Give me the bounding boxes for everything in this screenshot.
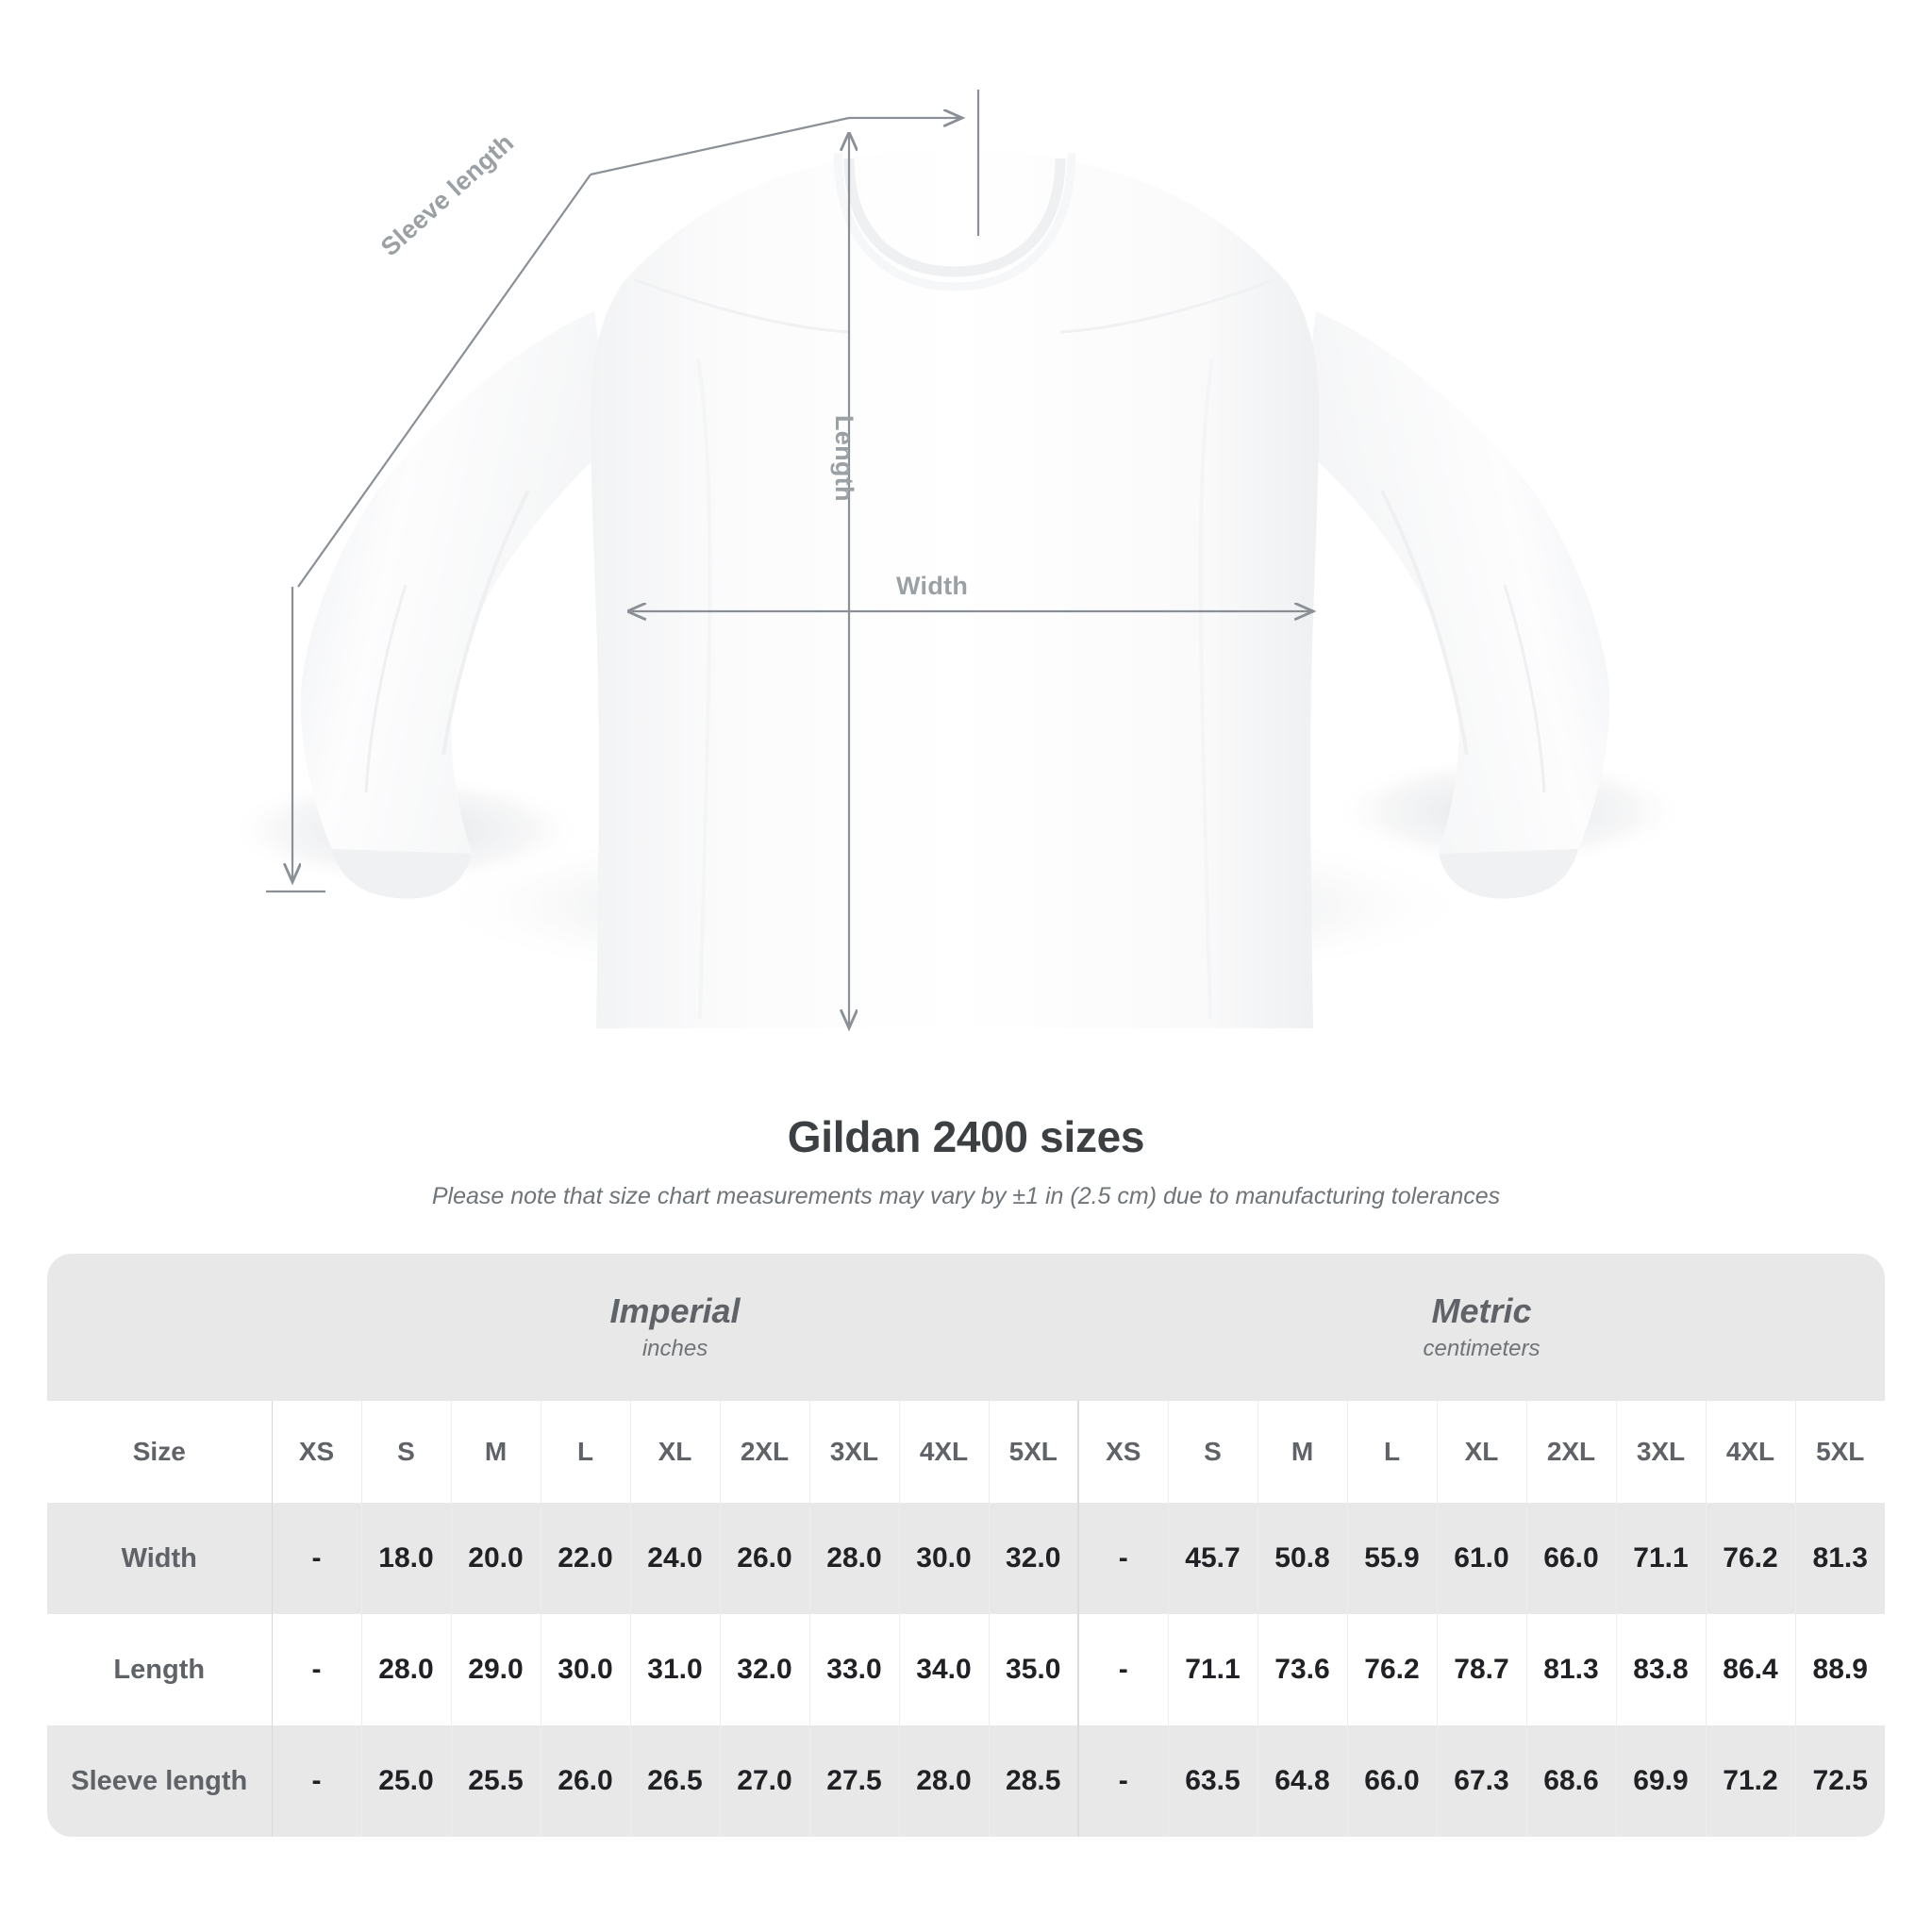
size-header-metric-2xl: 2XL bbox=[1526, 1401, 1617, 1503]
measurement-cell: 67.3 bbox=[1437, 1725, 1527, 1837]
measurement-cell: 33.0 bbox=[809, 1614, 900, 1725]
size-header-imperial-4xl: 4XL bbox=[899, 1401, 990, 1503]
measurement-cell: - bbox=[272, 1503, 362, 1614]
size-header-metric-xl: XL bbox=[1437, 1401, 1527, 1503]
measurement-cell: 68.6 bbox=[1526, 1725, 1617, 1837]
size-header-row: Size XS S M L XL 2XL 3XL 4XL 5XL XS S M L XL 2XL 3XL 4XL 5… bbox=[47, 1401, 1885, 1503]
size-column-header: Size bbox=[47, 1401, 273, 1503]
measurement-cell: 71.1 bbox=[1616, 1503, 1707, 1614]
measurement-cell: 31.0 bbox=[630, 1614, 721, 1725]
measurement-cell: 78.7 bbox=[1437, 1614, 1527, 1725]
unit-system-header-metric: Metric centimeters bbox=[1078, 1254, 1885, 1401]
measurement-cell: - bbox=[1077, 1725, 1169, 1837]
measurement-cell: 83.8 bbox=[1616, 1614, 1707, 1725]
measurement-cell: 72.5 bbox=[1795, 1725, 1885, 1837]
size-chart-table-wrapper: Imperial inches Metric centimeters Size XS S M L… bbox=[47, 1254, 1885, 1837]
measurement-cell: 71.1 bbox=[1168, 1614, 1258, 1725]
unit-system-unit: inches bbox=[641, 1336, 708, 1362]
size-header-metric-4xl: 4XL bbox=[1706, 1401, 1796, 1503]
width-dimension-label: Width bbox=[896, 572, 969, 600]
measurement-cell: 22.0 bbox=[541, 1503, 631, 1614]
size-header-imperial-l: L bbox=[541, 1401, 631, 1503]
title-block: Gildan 2400 sizes Please note that size … bbox=[0, 1104, 1932, 1210]
measurement-cell: 81.3 bbox=[1526, 1614, 1617, 1725]
page-title: Gildan 2400 sizes bbox=[787, 1112, 1145, 1161]
size-header-imperial-5xl: 5XL bbox=[989, 1401, 1079, 1503]
measurement-cell: - bbox=[272, 1614, 362, 1725]
size-header-imperial-s: S bbox=[361, 1401, 452, 1503]
measurement-cell: 73.6 bbox=[1257, 1614, 1348, 1725]
measurement-cell: 29.0 bbox=[451, 1614, 541, 1725]
size-header-imperial-m: M bbox=[451, 1401, 541, 1503]
size-header-metric-m: M bbox=[1257, 1401, 1348, 1503]
measurement-cell: 30.0 bbox=[899, 1503, 990, 1614]
measurement-cell: 24.0 bbox=[630, 1503, 721, 1614]
unit-system-header-row: Imperial inches Metric centimeters bbox=[47, 1254, 1885, 1401]
table-row: Sleeve length -25.0 25.5 26.0 26.5 27.0 27.5 28… bbox=[47, 1725, 1885, 1837]
size-header-imperial-3xl: 3XL bbox=[809, 1401, 900, 1503]
measurement-cell: 32.0 bbox=[989, 1503, 1079, 1614]
long-sleeve-tee-illustration bbox=[226, 90, 1689, 1104]
measurement-cell: 28.0 bbox=[809, 1503, 900, 1614]
unit-system-name: Imperial bbox=[609, 1291, 741, 1330]
size-header-metric-l: L bbox=[1347, 1401, 1438, 1503]
measurement-cell: 64.8 bbox=[1257, 1725, 1348, 1837]
measurement-row-label: Length bbox=[47, 1614, 273, 1725]
measurement-cell: 27.0 bbox=[720, 1725, 810, 1837]
measurement-cell: 71.2 bbox=[1706, 1725, 1796, 1837]
measurement-cell: 25.0 bbox=[361, 1725, 452, 1837]
measurement-cell: 28.0 bbox=[899, 1725, 990, 1837]
table-row: Length -28.0 29.0 30.0 31.0 32.0 33.0 34.0 35.0-… bbox=[47, 1614, 1885, 1725]
unit-system-header-imperial: Imperial inches bbox=[272, 1254, 1078, 1401]
measurement-cell: 66.0 bbox=[1347, 1725, 1438, 1837]
measurement-cell: 88.9 bbox=[1795, 1614, 1885, 1725]
measurement-cell: - bbox=[1077, 1503, 1169, 1614]
measurement-cell: 27.5 bbox=[809, 1725, 900, 1837]
size-header-metric-5xl: 5XL bbox=[1795, 1401, 1885, 1503]
measurement-cell: - bbox=[272, 1725, 362, 1837]
unit-system-unit: centimeters bbox=[1423, 1336, 1541, 1362]
measurement-cell: 28.5 bbox=[989, 1725, 1079, 1837]
garment-illustration: Sleeve length Length Width bbox=[226, 90, 1689, 1104]
measurement-cell: 86.4 bbox=[1706, 1614, 1796, 1725]
page-subtitle: Please note that size chart measurements… bbox=[431, 1183, 1501, 1209]
measurement-cell: 66.0 bbox=[1526, 1503, 1617, 1614]
measurement-cell: 30.0 bbox=[541, 1614, 631, 1725]
measurement-cell: 55.9 bbox=[1347, 1503, 1438, 1614]
size-header-metric-s: S bbox=[1168, 1401, 1258, 1503]
measurement-cell: 76.2 bbox=[1706, 1503, 1796, 1614]
unit-system-name: Metric bbox=[1431, 1291, 1532, 1330]
measurement-cell: 32.0 bbox=[720, 1614, 810, 1725]
length-dimension-label: Length bbox=[830, 415, 858, 502]
size-header-metric-3xl: 3XL bbox=[1616, 1401, 1707, 1503]
size-header-imperial-xs: XS bbox=[272, 1401, 362, 1503]
measurement-row-label: Width bbox=[47, 1503, 273, 1614]
size-chart-table: Imperial inches Metric centimeters Size XS S M L… bbox=[47, 1254, 1885, 1837]
measurement-cell: 76.2 bbox=[1347, 1614, 1438, 1725]
size-header-imperial-xl: XL bbox=[630, 1401, 721, 1503]
measurement-cell: 61.0 bbox=[1437, 1503, 1527, 1614]
measurement-cell: 28.0 bbox=[361, 1614, 452, 1725]
measurement-cell: 20.0 bbox=[451, 1503, 541, 1614]
size-header-metric-xs: XS bbox=[1077, 1401, 1169, 1503]
measurement-cell: 26.0 bbox=[541, 1725, 631, 1837]
measurement-cell: 63.5 bbox=[1168, 1725, 1258, 1837]
measurement-cell: 18.0 bbox=[361, 1503, 452, 1614]
size-header-imperial-2xl: 2XL bbox=[720, 1401, 810, 1503]
measurement-cell: 45.7 bbox=[1168, 1503, 1258, 1614]
measurement-cell: 35.0 bbox=[989, 1614, 1079, 1725]
unit-header-spacer bbox=[47, 1254, 272, 1401]
measurement-cell: 25.5 bbox=[451, 1725, 541, 1837]
measurement-cell: 26.5 bbox=[630, 1725, 721, 1837]
measurement-cell: 26.0 bbox=[720, 1503, 810, 1614]
measurement-cell: 34.0 bbox=[899, 1614, 990, 1725]
measurement-cell: - bbox=[1077, 1614, 1169, 1725]
measurement-cell: 50.8 bbox=[1257, 1503, 1348, 1614]
table-row: Width -18.0 20.0 22.0 24.0 26.0 28.0 30.0 32.0-4… bbox=[47, 1503, 1885, 1614]
measurement-cell: 69.9 bbox=[1616, 1725, 1707, 1837]
measurement-cell: 81.3 bbox=[1795, 1503, 1885, 1614]
measurement-row-label: Sleeve length bbox=[47, 1725, 273, 1837]
